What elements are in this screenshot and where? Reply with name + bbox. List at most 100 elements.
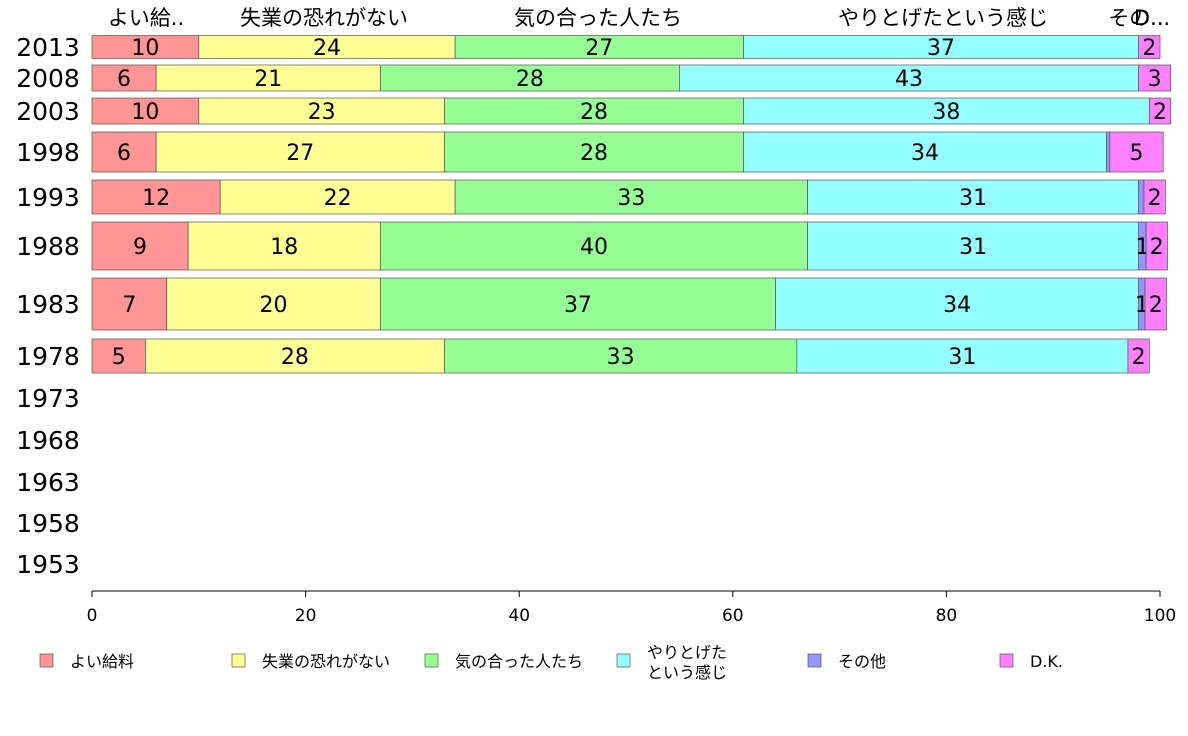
bar-segment — [1109, 131, 1164, 173]
bar-value-label: 38 — [932, 100, 960, 125]
legend-label: 失業の恐れがない — [262, 652, 390, 671]
x-tick-label: 100 — [1144, 606, 1176, 626]
bar-value-label: 28 — [516, 67, 544, 92]
series-header-label: 失業の恐れがない — [240, 6, 408, 30]
legend-label: よい給料 — [70, 652, 134, 671]
bar-value-label: 28 — [580, 100, 608, 125]
bar-value-label: 18 — [270, 235, 298, 260]
y-tick-label: 1973 — [16, 384, 80, 413]
legend-item: よい給料 — [39, 652, 134, 671]
legend-label: 気の合った人たち — [455, 652, 583, 671]
legend-item: 気の合った人たち — [424, 652, 583, 671]
bar-value-label: 33 — [607, 345, 635, 370]
bar-segment — [1145, 221, 1168, 271]
bar-segment — [380, 221, 808, 271]
x-tick-label: 60 — [722, 606, 744, 626]
bar-segment — [91, 131, 157, 173]
bar-segment — [1127, 338, 1150, 374]
bar-segment — [145, 338, 445, 374]
bar-value-label: 34 — [911, 141, 939, 166]
bar-value-label: 7 — [122, 293, 136, 318]
legend-swatch — [231, 653, 246, 668]
bar-value-label: 31 — [959, 235, 987, 260]
bar-value-label: 34 — [943, 293, 971, 318]
legend-item: その他 — [807, 652, 886, 671]
bar-value-label: 2 — [1149, 293, 1163, 318]
plot-area: 10 24 27 37 26 21 28 43 310 23 28 38 26 27 28 34 512 22 33… — [91, 35, 1172, 374]
legend-label: という感じ — [647, 663, 727, 682]
bar-value-label: 3 — [1148, 67, 1162, 92]
series-header-label: よい給.. — [108, 6, 184, 30]
bar-segment — [1144, 277, 1167, 331]
bar-value-label: 27 — [286, 141, 314, 166]
bar-segment — [155, 64, 381, 92]
legend-swatch — [39, 653, 54, 668]
y-tick-label: 1953 — [16, 550, 80, 579]
bar-segment — [380, 64, 680, 92]
bar-value-label: 43 — [895, 67, 923, 92]
bar-value-label: 23 — [308, 100, 336, 125]
bar-value-label: 33 — [617, 186, 645, 211]
y-tick-label: 1968 — [16, 426, 80, 455]
x-tick-label: 20 — [295, 606, 317, 626]
x-tick-label: 0 — [87, 606, 98, 626]
legend-swatch — [424, 653, 439, 668]
legend: よい給料 失業の恐れがない 気の合った人たち やりとげたという感じ その他 D.K. — [39, 643, 1063, 682]
bar-segment — [155, 131, 445, 173]
bar-value-label: 24 — [313, 36, 341, 61]
series-header-label: やりとげたという感じ — [838, 6, 1048, 30]
bar-segment — [1106, 131, 1111, 173]
bar-segment — [1138, 64, 1172, 92]
bar-segment — [743, 131, 1107, 173]
y-tick-label: 1958 — [16, 509, 80, 538]
bar-value-label: 10 — [131, 36, 159, 61]
bar-value-label: 5 — [1130, 141, 1144, 166]
bar-value-label: 28 — [281, 345, 309, 370]
x-axis: 0 20 40 60 80 100 — [87, 590, 1176, 626]
bar-value-label: 6 — [117, 67, 131, 92]
bar-value-label: 31 — [959, 186, 987, 211]
series-header-label: 気の合った人たち — [514, 6, 682, 30]
series-header-label: その.. — [1108, 6, 1163, 30]
bar-value-label: 21 — [254, 67, 282, 92]
y-tick-label: 1993 — [16, 183, 80, 212]
bar-segment — [807, 179, 1139, 215]
y-tick-label: 2008 — [16, 64, 80, 93]
bar-value-label: 2 — [1142, 36, 1156, 61]
legend-item: やりとげたという感じ — [616, 643, 727, 682]
bar-segment — [219, 179, 456, 215]
bar-segment — [1138, 35, 1161, 59]
bar-value-label: 6 — [117, 141, 131, 166]
bar-value-label: 2 — [1132, 345, 1146, 370]
bar-value-label: 40 — [580, 235, 608, 260]
bar-segment — [1148, 97, 1172, 125]
bar-value-label: 20 — [260, 293, 288, 318]
bar-segment — [91, 179, 221, 215]
y-tick-label: 2003 — [16, 97, 80, 126]
bar-value-label: 28 — [580, 141, 608, 166]
y-tick-label: 1963 — [16, 468, 80, 497]
legend-swatch — [999, 653, 1014, 668]
bar-segment — [444, 131, 744, 173]
bar-value-label: 31 — [948, 345, 976, 370]
bar-segment — [454, 179, 808, 215]
bar-segment — [91, 97, 200, 125]
y-tick-label: 1983 — [16, 290, 80, 319]
bar-segment — [91, 221, 189, 271]
bar-segment — [679, 64, 1139, 92]
bar-segment — [1143, 179, 1166, 215]
legend-label: その他 — [838, 652, 886, 671]
y-tick-label: 2013 — [16, 33, 80, 62]
bar-value-label: 2 — [1150, 235, 1164, 260]
bar-value-label: 27 — [585, 36, 613, 61]
x-tick-label: 40 — [508, 606, 530, 626]
series-header-label: D... — [1134, 6, 1170, 30]
legend-label: やりとげた — [647, 643, 727, 662]
bar-segment — [91, 338, 146, 374]
bar-value-label: 2 — [1148, 186, 1162, 211]
x-tick-label: 80 — [936, 606, 958, 626]
y-tick-label: 1988 — [16, 232, 80, 261]
bar-value-label: 12 — [142, 186, 170, 211]
